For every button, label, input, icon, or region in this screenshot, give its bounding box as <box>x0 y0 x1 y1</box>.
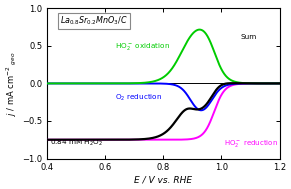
Text: Sum: Sum <box>240 34 257 40</box>
Text: $La_{0.8}Sr_{0.2}MnO_3/C$: $La_{0.8}Sr_{0.2}MnO_3/C$ <box>60 15 128 27</box>
X-axis label: E / V vs. RHE: E / V vs. RHE <box>134 175 192 184</box>
Text: O$_2$ reduction: O$_2$ reduction <box>116 93 163 103</box>
Text: 0.84 mM H$_2$O$_2$: 0.84 mM H$_2$O$_2$ <box>50 138 103 148</box>
Y-axis label: $j$ / mA cm$^{-2}$$_{\ geo}$: $j$ / mA cm$^{-2}$$_{\ geo}$ <box>5 51 19 116</box>
Text: HO$_2^-$ oxidation: HO$_2^-$ oxidation <box>116 41 171 52</box>
Text: HO$_2^-$ reduction: HO$_2^-$ reduction <box>224 138 278 149</box>
